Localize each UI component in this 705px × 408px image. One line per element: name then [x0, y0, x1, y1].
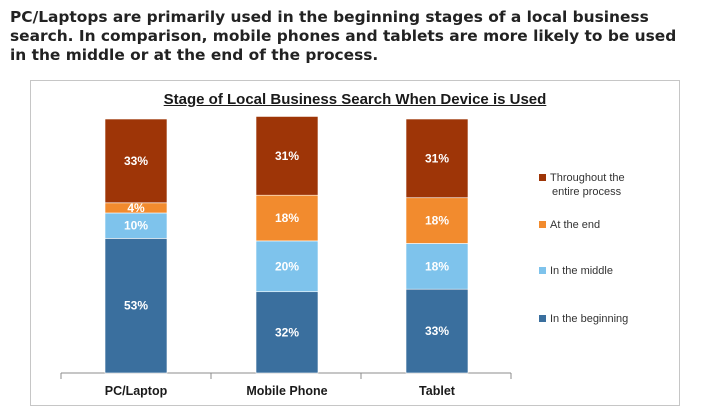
bar-segment-in-the-middle [104, 212, 168, 239]
bar-segment-throughout-the-entire-process [104, 118, 168, 204]
data-label: 20% [275, 259, 299, 273]
data-label: 33% [425, 324, 449, 338]
category-label: PC/Laptop [105, 384, 168, 398]
legend-swatch-in-the-beginning [539, 315, 546, 322]
bar-segment-at-the-end [405, 197, 469, 244]
bar-segment-at-the-end [255, 194, 319, 242]
bar-segment-throughout-the-entire-process [255, 116, 319, 196]
bar-segment-in-the-middle [405, 243, 469, 290]
legend-label-at-the-end: At the end [550, 219, 600, 231]
data-label: 32% [275, 325, 299, 339]
stacked-bar-chart: 53% 10% 4% 33% PC/Laptop 32% 20% 18% 31% Mobile P… [60, 116, 628, 398]
data-label: 31% [275, 149, 299, 163]
legend-swatch-in-the-middle [539, 267, 546, 274]
data-label: 31% [425, 151, 449, 165]
chart-panel: Stage of Local Business Search When Devi… [30, 80, 680, 406]
legend-swatch-throughout-the-entire-process [539, 174, 546, 181]
data-label: 18% [275, 211, 299, 225]
headline: PC/Laptops are primarily used in the beg… [10, 8, 677, 64]
bar-segment-in-the-beginning [255, 291, 319, 374]
legend-swatch-at-the-end [539, 221, 546, 228]
legend-label-throughout-the-entire-process: Throughout the entire process [550, 172, 625, 198]
legend-label-in-the-middle: In the middle [550, 265, 613, 277]
bar-segment-in-the-middle [255, 240, 319, 293]
data-label: 18% [425, 214, 449, 228]
data-label: 10% [124, 219, 148, 233]
legend-label-in-the-beginning: In the beginning [550, 313, 628, 325]
category-label: Tablet [419, 384, 456, 398]
chart-title: Stage of Local Business Search When Devi… [163, 91, 547, 108]
data-label: 33% [124, 154, 148, 168]
data-label: 53% [124, 299, 148, 313]
bar-segment-in-the-beginning [405, 288, 469, 374]
data-label: 18% [425, 259, 449, 273]
data-label: 4% [127, 201, 145, 215]
bar-segment-in-the-beginning [104, 238, 168, 374]
bar-segment-throughout-the-entire-process [405, 118, 469, 199]
category-label: Mobile Phone [246, 384, 327, 398]
